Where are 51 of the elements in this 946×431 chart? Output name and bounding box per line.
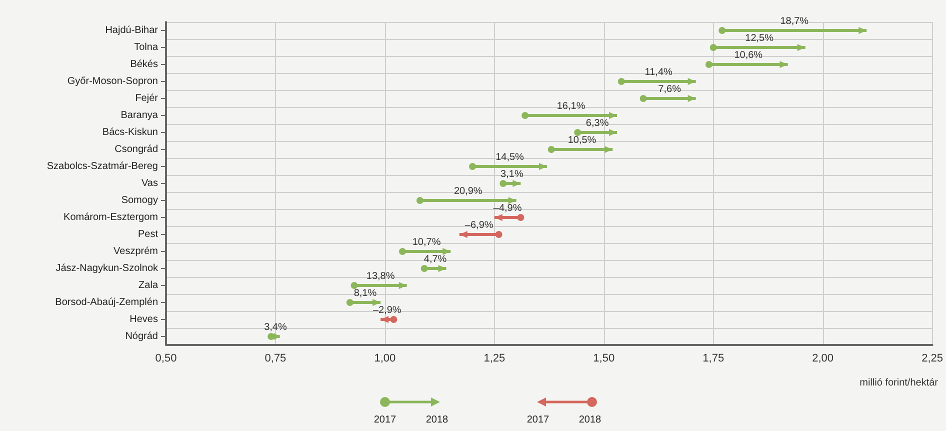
y-tick-label: Veszprém [114, 246, 158, 257]
y-tick-label: Nógrád [125, 331, 158, 342]
annotation: 3,1% [500, 169, 524, 180]
text: 2018 [578, 414, 602, 426]
annotation: 10,6% [734, 50, 763, 61]
x-axis-title: millió forint/hektár [860, 378, 939, 388]
y-tick-label: Vas [142, 178, 158, 189]
x-tick-label: 2,25 [922, 352, 944, 364]
annotation: 10,7% [412, 237, 441, 248]
x-tick-label: 1,75 [702, 352, 724, 364]
y-tick-label: Somogy [121, 195, 158, 206]
x-tick-label: 2,00 [812, 352, 834, 364]
annotation: 13,8% [366, 271, 395, 282]
y-tick-label: Fejér [135, 93, 159, 104]
annotation: 12,5% [745, 33, 774, 44]
y-tick-label: Bács-Kiskun [102, 127, 158, 138]
annotation: 4,7% [424, 254, 447, 265]
y-tick-label: Jász-Nagykun-Szolnok [56, 263, 159, 274]
annotation: –6,9% [464, 220, 494, 231]
y-tick-label: Pest [138, 229, 158, 240]
annotation: 6,3% [586, 118, 609, 129]
y-tick-label: Baranya [120, 110, 158, 121]
y-tick-label: Komárom-Esztergom [64, 212, 158, 223]
y-tick-label: Békés [130, 59, 158, 70]
text: 2017 [374, 414, 397, 426]
y-tick-label: Heves [130, 314, 158, 325]
text: 2018 [426, 414, 449, 426]
x-tick-label: 0,75 [264, 352, 286, 364]
y-tick-label: Csongrád [114, 144, 158, 155]
annotation: 10,5% [568, 135, 596, 146]
text: 2017 [526, 414, 550, 426]
annotation: 14,5% [496, 152, 524, 163]
y-tick-label: Borsod-Abaúj-Zemplén [55, 297, 158, 308]
annotation: –2,9% [372, 305, 402, 316]
annotation: 18,7% [780, 16, 809, 27]
annotation: 16,1% [556, 101, 586, 112]
annotation: 11,4% [644, 67, 673, 78]
annotation: 7,6% [658, 84, 682, 95]
y-tick-label: Tolna [134, 42, 158, 53]
x-tick-label: 1,25 [484, 352, 506, 364]
annotation: –4,9% [493, 203, 522, 214]
y-tick-label: Szabolcs-Szatmár-Bereg [46, 161, 158, 172]
y-tick-label: Zala [138, 280, 158, 291]
x-tick-label: 0,50 [155, 352, 177, 364]
x-tick-label: 1,00 [374, 352, 396, 364]
annotation: 20,9% [454, 186, 482, 197]
annotation: 3,4% [264, 322, 287, 333]
y-tick-label: Hajdú-Bihar [105, 25, 159, 36]
y-tick-label: Győr-Moson-Sopron [67, 76, 158, 87]
annotation: 8,1% [354, 288, 377, 299]
x-tick-label: 1,50 [593, 352, 615, 364]
